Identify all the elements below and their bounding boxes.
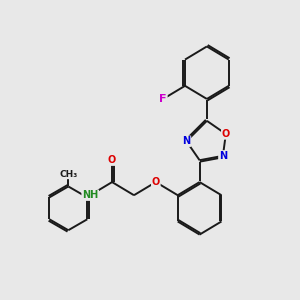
Text: O: O (108, 155, 116, 165)
Text: N: N (182, 136, 190, 146)
Text: O: O (152, 177, 160, 187)
Text: F: F (159, 94, 167, 104)
Text: CH₃: CH₃ (59, 170, 77, 179)
Text: N: N (219, 151, 227, 161)
Text: O: O (222, 129, 230, 139)
Text: NH: NH (82, 190, 98, 200)
